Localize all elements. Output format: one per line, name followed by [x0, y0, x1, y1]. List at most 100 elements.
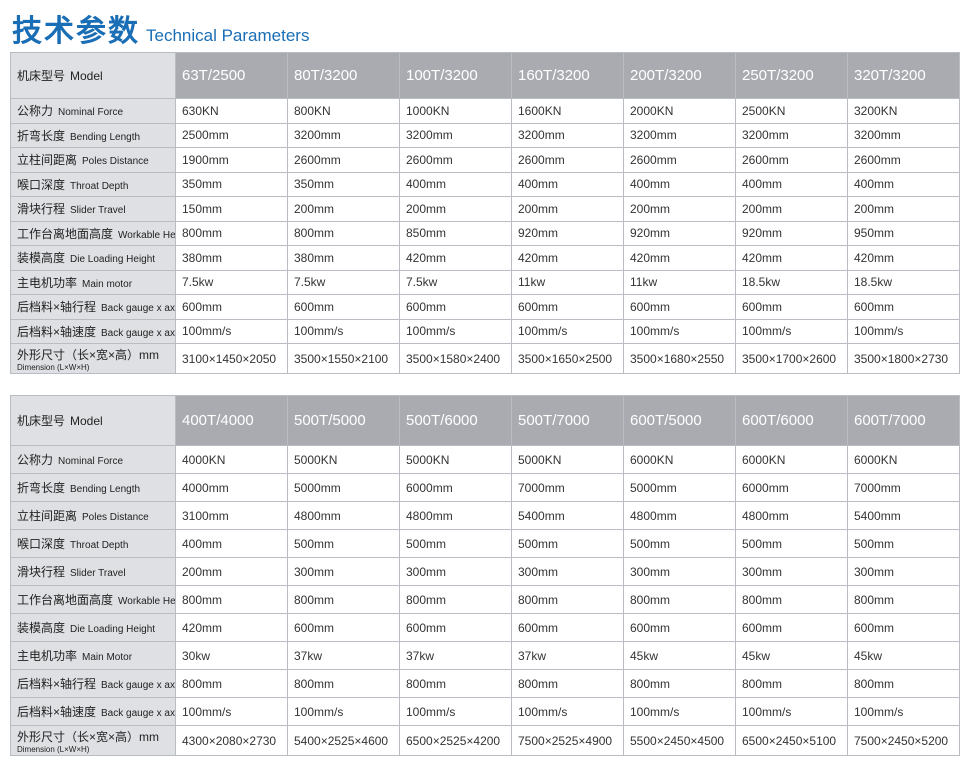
- spec-row: 主电机功率 Main Motor 30kw 37kw 37kw 37kw 45kw 45kw 4…: [10, 641, 960, 670]
- cell: 420mm: [847, 245, 960, 271]
- cell: 100mm/s: [175, 697, 288, 726]
- cell: 600mm: [511, 613, 624, 642]
- spec-row: 折弯长度 Bending Length 2500mm 3200mm 3200mm 3200…: [10, 122, 960, 148]
- row-label: 后档料×轴速度 Back gauge x axis speed: [10, 318, 176, 344]
- label-en: Throat Depth: [70, 180, 129, 192]
- cell: 5000KN: [287, 445, 400, 474]
- cell: 100mm/s: [287, 697, 400, 726]
- cell: 600mm: [735, 613, 848, 642]
- row-label: 主电机功率 Main motor: [10, 269, 176, 295]
- cell: 800mm: [287, 669, 400, 698]
- cell: 1600KN: [511, 98, 624, 124]
- label-cn: 滑块行程: [17, 565, 66, 579]
- label-en: Nominal Force: [58, 456, 124, 467]
- row-label: 公称力 Nominal Force: [10, 98, 176, 124]
- cell: 500mm: [847, 529, 960, 558]
- cell: 400mm: [623, 171, 736, 197]
- label-en: Workable Heig: [118, 596, 176, 607]
- cell: 2500mm: [175, 122, 288, 148]
- cell: 600mm: [623, 613, 736, 642]
- cell: 600mm: [735, 294, 848, 320]
- spec-row: 公称力 Nominal Force 4000KN 5000KN 5000KN 5000KN…: [10, 445, 960, 474]
- cell: 18.5kw: [735, 269, 848, 295]
- cell: 600mm: [287, 294, 400, 320]
- model-name: 600T/5000: [623, 395, 736, 446]
- label-cn: 公称力: [17, 453, 54, 467]
- cell: 2600mm: [399, 147, 512, 173]
- cell: 2000KN: [623, 98, 736, 124]
- cell: 3500×1580×2400: [399, 343, 512, 374]
- cell: 800mm: [847, 585, 960, 614]
- label-en: Main Motor: [82, 652, 133, 663]
- cell: 3200mm: [735, 122, 848, 148]
- title-cn: 技术参数: [12, 15, 140, 48]
- row-label: 喉口深度 Throat Depth: [10, 171, 176, 197]
- label-cn: 主电机功率: [17, 649, 78, 663]
- cell: 800mm: [399, 585, 512, 614]
- cell: 380mm: [175, 245, 288, 271]
- row-label: 立柱间距离 Poles Distance: [10, 501, 176, 530]
- cell: 5400×2525×4600: [287, 725, 400, 756]
- spec-row: 装模高度 Die Loading Height 380mm 380mm 420mm 420…: [10, 245, 960, 271]
- label-cn: 喉口深度: [17, 177, 66, 192]
- cell: 4300×2080×2730: [175, 725, 288, 756]
- cell: 2500KN: [735, 98, 848, 124]
- row-label: 滑块行程 Slider Travel: [10, 557, 176, 586]
- cell: 800mm: [175, 585, 288, 614]
- cell: 350mm: [287, 171, 400, 197]
- header: 技术参数 Technical Parameters: [12, 6, 309, 48]
- cell: 800mm: [623, 585, 736, 614]
- cell: 300mm: [623, 557, 736, 586]
- cell: 100mm/s: [847, 318, 960, 344]
- cell: 4000KN: [175, 445, 288, 474]
- model-name: 160T/3200: [511, 52, 624, 99]
- cell: 100mm/s: [511, 697, 624, 726]
- cell: 7000mm: [511, 473, 624, 502]
- model-name: 500T/5000: [287, 395, 400, 446]
- cell: 5000KN: [399, 445, 512, 474]
- row-label: 装模高度 Die Loading Height: [10, 613, 176, 642]
- spec-row: 立柱间距离 Poles Distance 1900mm 2600mm 2600mm 260…: [10, 147, 960, 173]
- spec-row: 公称力 Nominal Force 630KN 800KN 1000KN 1600KN 20…: [10, 98, 960, 124]
- cell: 600mm: [175, 294, 288, 320]
- spec-row: 滑块行程 Slider Travel 150mm 200mm 200mm 200mm 200…: [10, 196, 960, 222]
- label-cn: 后档料×轴行程: [17, 677, 97, 691]
- cell: 800mm: [735, 585, 848, 614]
- cell: 600mm: [287, 613, 400, 642]
- cell: 11kw: [623, 269, 736, 295]
- label-en: Throat Depth: [70, 540, 129, 551]
- model-name: 320T/3200: [847, 52, 960, 99]
- cell: 800mm: [287, 220, 400, 246]
- label-cn: 后档料×轴速度: [17, 324, 97, 339]
- cell: 5000mm: [623, 473, 736, 502]
- model-name: 500T/6000: [399, 395, 512, 446]
- label-cn: 公称力: [17, 104, 54, 119]
- label-en: Dimension (L×W×H): [17, 744, 90, 754]
- spec-row: 装模高度 Die Loading Height 420mm 600mm 600mm 600…: [10, 613, 960, 642]
- row-label: 后档料×轴行程 Back gauge x axis stroke: [10, 669, 176, 698]
- cell: 800mm: [511, 585, 624, 614]
- spec-row: 外形尺寸（长×宽×高）mm Dimension (L×W×H) 4300×2080×…: [10, 725, 960, 756]
- cell: 300mm: [399, 557, 512, 586]
- cell: 7500×2525×4900: [511, 725, 624, 756]
- cell: 5400mm: [511, 501, 624, 530]
- cell: 4800mm: [735, 501, 848, 530]
- model-label: 机床型号 Model: [10, 52, 176, 99]
- label-cn: 后档料×轴速度: [17, 705, 97, 719]
- cell: 420mm: [511, 245, 624, 271]
- cell: 100mm/s: [847, 697, 960, 726]
- cell: 2600mm: [511, 147, 624, 173]
- label-cn: 工作台离地面高度: [17, 226, 114, 241]
- label-cn: 工作台离地面高度: [17, 593, 114, 607]
- model-name: 500T/7000: [511, 395, 624, 446]
- cell: 800KN: [287, 98, 400, 124]
- cell: 400mm: [175, 529, 288, 558]
- label-en: Slider Travel: [70, 205, 126, 217]
- row-label: 立柱间距离 Poles Distance: [10, 147, 176, 173]
- label-cn: 外形尺寸（长×宽×高）mm: [17, 729, 160, 744]
- cell: 600mm: [399, 613, 512, 642]
- row-label: 公称力 Nominal Force: [10, 445, 176, 474]
- label-en: Dimension (L×W×H): [17, 362, 90, 372]
- row-label: 外形尺寸（长×宽×高）mm Dimension (L×W×H): [10, 725, 176, 756]
